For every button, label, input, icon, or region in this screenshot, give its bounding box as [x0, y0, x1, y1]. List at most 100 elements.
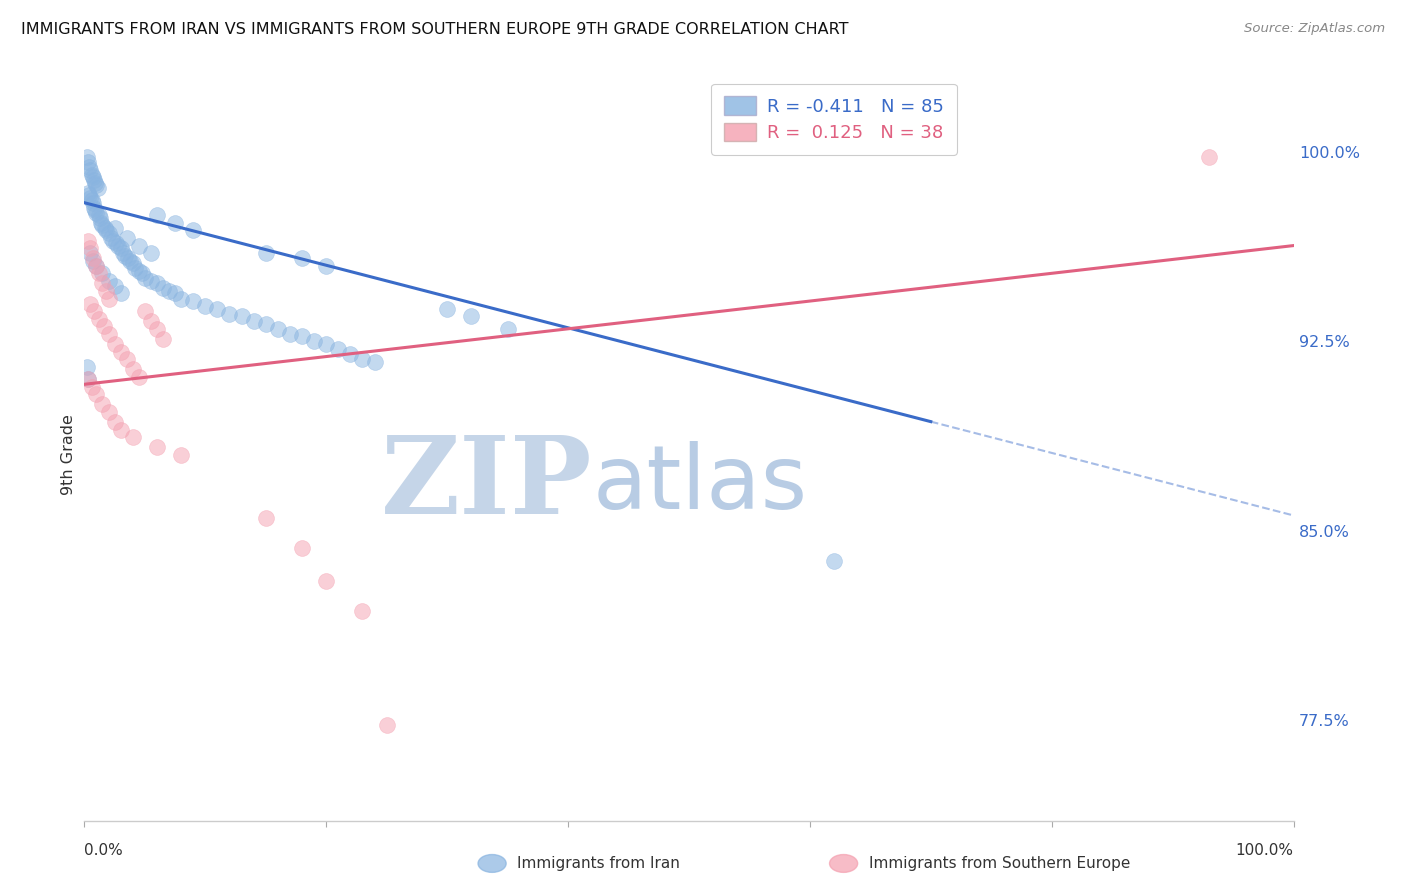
Point [91, 397, 114, 411]
Point [315, 574, 337, 588]
Point [86, 206, 108, 220]
Point [1198, 150, 1220, 164]
Point [107, 238, 129, 252]
Point [104, 279, 127, 293]
Point [128, 264, 150, 278]
Point [104, 221, 127, 235]
Point [91, 277, 114, 291]
Point [170, 448, 193, 462]
Point [83, 304, 105, 318]
Point [103, 234, 125, 248]
Point [79, 296, 101, 310]
Point [94, 223, 117, 237]
Point [97, 274, 120, 288]
Point [97, 226, 120, 240]
Point [146, 277, 169, 291]
Point [79, 191, 101, 205]
Point [328, 342, 350, 356]
Point [134, 271, 156, 285]
Point [76, 359, 98, 374]
Point [104, 235, 127, 250]
Point [134, 304, 156, 318]
Point [77, 188, 100, 202]
Point [139, 274, 162, 288]
Point [86, 259, 108, 273]
Point [86, 387, 108, 401]
Point [114, 249, 136, 263]
Point [291, 251, 314, 265]
Point [254, 511, 277, 525]
Point [117, 251, 139, 265]
Point [91, 266, 114, 280]
Point [460, 309, 482, 323]
Point [83, 201, 105, 215]
Point [82, 195, 104, 210]
Point [352, 604, 374, 618]
Point [97, 405, 120, 419]
Point [110, 423, 132, 437]
Y-axis label: 9th Grade: 9th Grade [60, 415, 76, 495]
Point [79, 241, 101, 255]
Point [94, 284, 117, 298]
Point [87, 208, 110, 222]
Point [218, 307, 240, 321]
Point [89, 211, 111, 225]
Circle shape [478, 855, 506, 872]
Point [115, 352, 138, 367]
Point [83, 173, 105, 187]
Point [82, 170, 104, 185]
Point [120, 253, 142, 268]
Point [87, 266, 110, 280]
Point [302, 334, 325, 349]
Point [80, 380, 103, 394]
Point [139, 246, 162, 260]
Point [231, 309, 253, 323]
Point [157, 284, 180, 298]
Point [77, 161, 100, 175]
Text: Immigrants from Southern Europe: Immigrants from Southern Europe [869, 856, 1130, 871]
Circle shape [830, 855, 858, 872]
Point [278, 326, 301, 341]
Point [315, 337, 337, 351]
Point [80, 168, 103, 182]
Point [124, 261, 146, 276]
Point [170, 292, 193, 306]
Point [79, 162, 101, 177]
Point [128, 369, 150, 384]
Point [76, 150, 98, 164]
Point [194, 299, 217, 313]
Point [131, 266, 153, 280]
Point [363, 354, 385, 368]
Point [80, 193, 103, 207]
Point [82, 253, 104, 268]
Point [146, 322, 169, 336]
Point [128, 238, 150, 252]
Point [100, 231, 122, 245]
Point [86, 259, 108, 273]
Text: Source: ZipAtlas.com: Source: ZipAtlas.com [1244, 22, 1385, 36]
Point [77, 234, 100, 248]
Point [267, 322, 290, 336]
Point [77, 186, 100, 200]
Point [110, 286, 132, 301]
Text: ZIP: ZIP [381, 431, 592, 537]
Point [254, 317, 277, 331]
Point [165, 286, 187, 301]
Point [90, 216, 112, 230]
Point [496, 322, 519, 336]
Point [152, 281, 174, 295]
Point [291, 329, 314, 343]
Point [146, 441, 169, 455]
Point [181, 223, 204, 237]
Point [97, 326, 120, 341]
Point [823, 554, 845, 568]
Point [181, 294, 204, 309]
Point [94, 221, 117, 235]
Point [152, 332, 174, 346]
Point [339, 347, 361, 361]
Point [77, 372, 100, 386]
Point [254, 246, 277, 260]
Point [146, 208, 169, 222]
Point [84, 203, 107, 218]
Point [291, 541, 314, 556]
